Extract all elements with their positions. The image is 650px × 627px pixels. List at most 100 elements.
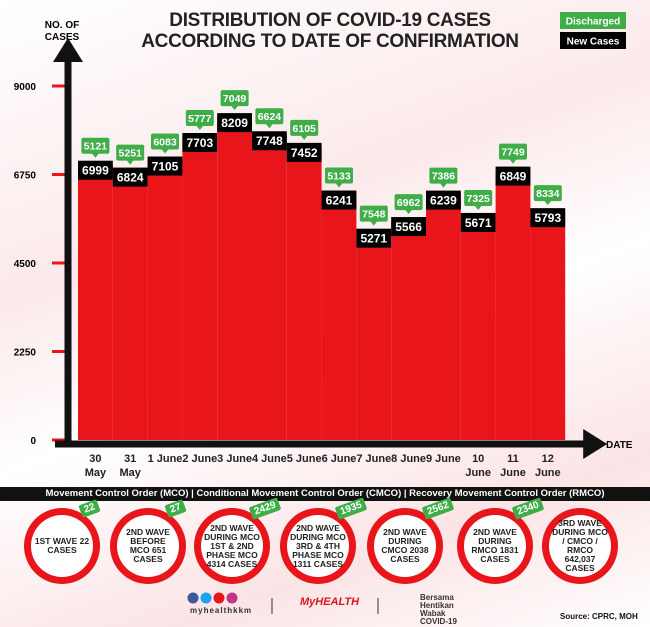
new-cases-box — [391, 217, 426, 237]
discharged-pointer — [335, 182, 343, 188]
new-cases-box — [495, 166, 531, 186]
bar — [460, 216, 496, 440]
y-tick-label: 2250 — [14, 348, 37, 359]
discharged-label: 6962 — [397, 197, 421, 209]
order-band: Movement Control Order (MCO) | Condition… — [0, 487, 650, 501]
wave-text: 2ND WAVE DURING MCO 3RD & 4TH PHASE MCO … — [290, 522, 346, 569]
wave-circle — [31, 515, 93, 577]
discharged-box — [81, 137, 110, 154]
value-label: 5671 — [465, 216, 492, 230]
wave-circle — [287, 515, 349, 577]
y-tick-label: 4500 — [14, 259, 37, 270]
new-cases-box — [252, 131, 287, 151]
discharged-pointer — [91, 152, 100, 158]
discharged-label: 8334 — [536, 188, 560, 200]
value-label: 7748 — [256, 134, 283, 148]
new-cases-box — [182, 133, 218, 153]
legend-swatch — [560, 32, 626, 49]
handle: myhealthkkm — [190, 606, 253, 615]
title-line: ACCORDING TO DATE OF CONFIRMATION — [141, 31, 519, 52]
y-tick-label: 9000 — [14, 82, 37, 93]
discharged-pointer — [543, 200, 552, 206]
legend-label: New Cases — [567, 37, 620, 48]
discharged-pointer — [509, 158, 517, 164]
discharged-label: 6105 — [293, 123, 317, 135]
discharged-box — [151, 133, 179, 150]
x-tick-label: 12 June — [534, 453, 561, 479]
x-tick-label: 6 June — [321, 453, 357, 465]
brand: MyHEALTH — [300, 596, 360, 608]
wave-text: 2ND WAVE BEFORE MCO 651 CASES — [126, 527, 170, 564]
value-label: 7703 — [186, 136, 213, 150]
value-label: 5566 — [395, 220, 422, 234]
discharged-pointer — [230, 105, 239, 111]
discharged-label: 6624 — [258, 111, 282, 123]
wave-circle — [464, 515, 526, 577]
x-tick-label: 8 June — [391, 453, 427, 465]
discharged-label: 6083 — [153, 137, 177, 149]
discharged-pointer — [265, 123, 274, 129]
social-icon — [226, 592, 238, 604]
wave-text: 2ND WAVE DURING RMCO 1831 CASES — [471, 527, 519, 564]
discharged-pointer — [474, 204, 483, 210]
discharged-label: 5251 — [119, 148, 143, 160]
value-label: 6849 — [500, 170, 527, 184]
discharged-pointer — [439, 182, 448, 188]
value-label: 5271 — [360, 232, 387, 246]
x-tick-label: 9 June — [425, 453, 461, 465]
discharged-box — [429, 167, 458, 184]
bar — [217, 117, 252, 440]
value-label: 5793 — [534, 211, 561, 225]
discharged-box — [394, 194, 423, 211]
new-cases-box — [286, 142, 322, 162]
bar — [530, 212, 566, 440]
title-line: DISTRIBUTION OF COVID-19 CASES — [169, 10, 491, 31]
wave-circle — [549, 515, 611, 577]
legend-label: Discharged — [566, 17, 620, 28]
value-label: 6239 — [430, 194, 457, 208]
bar — [286, 146, 322, 440]
discharged-label: 7049 — [223, 93, 247, 105]
discharged-pointer — [161, 148, 169, 154]
value-label: 6999 — [82, 164, 109, 178]
new-cases-box — [426, 190, 461, 210]
y-arrow — [53, 38, 83, 62]
discharged-box — [359, 205, 388, 222]
bar — [426, 194, 461, 440]
discharged-label: 5777 — [188, 113, 212, 125]
bar — [182, 137, 218, 441]
x-tick-label: 31 May — [119, 453, 141, 479]
discharged-box — [185, 110, 214, 127]
bar — [78, 164, 113, 440]
x-tick-label: 7 June — [356, 453, 392, 465]
wave-circle — [374, 515, 436, 577]
new-cases-box — [356, 228, 392, 248]
discharged-pointer — [300, 134, 309, 140]
wave-text: 3RD WAVE DURING MCO / CMCO / RMCO 642,03… — [552, 518, 608, 573]
wave-text: 2ND WAVE DURING MCO 1ST & 2ND PHASE MCO … — [204, 522, 260, 569]
discharged-pointer — [126, 159, 135, 165]
value-label: 6824 — [117, 171, 144, 185]
new-cases-box — [78, 160, 113, 180]
x-tick-label: 3 June — [217, 453, 253, 465]
discharged-label: 5121 — [84, 141, 108, 153]
discharged-box — [499, 143, 527, 160]
discharged-box — [533, 185, 562, 202]
y-tick-label: 0 — [30, 436, 36, 447]
bar — [252, 135, 287, 440]
new-cases-box — [530, 208, 566, 228]
discharged-box — [220, 90, 249, 107]
wave-circle — [117, 515, 179, 577]
x-tick-label: 10 June — [465, 453, 492, 479]
x-tick-label: 2 June — [182, 453, 218, 465]
discharged-label: 7749 — [501, 147, 525, 159]
bar — [147, 160, 183, 440]
value-label: 6241 — [326, 194, 353, 208]
wave-text: 1ST WAVE 22 CASES — [34, 536, 90, 555]
chart-title: DISTRIBUTION OF COVID-19 CASES ACCORDING… — [130, 10, 530, 52]
discharged-label: 7386 — [432, 171, 456, 183]
new-cases-box — [112, 167, 148, 187]
x-axis-label: DATE — [606, 440, 633, 451]
